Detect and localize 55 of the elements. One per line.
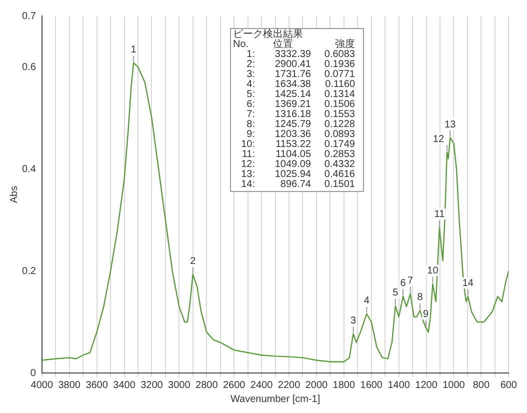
text: 14: 896.74 0.1501 xyxy=(241,179,355,190)
annotation: 12 xyxy=(432,134,444,145)
x-tick-label: 2800 xyxy=(196,380,218,391)
text: 2: 2900.41 0.1936 xyxy=(246,59,355,70)
x-tick-label: 2200 xyxy=(278,380,301,391)
y-axis-title: Abs xyxy=(8,186,20,204)
text: 9: 1203.36 0.0893 xyxy=(246,129,355,140)
y-tick-label: 0.6 xyxy=(22,62,36,73)
x-tick-label: 4000 xyxy=(30,380,54,391)
x-tick-label: 1600 xyxy=(360,380,383,391)
annotation: 5 xyxy=(392,288,399,299)
text: 5: 1425.14 0.1314 xyxy=(246,89,355,100)
y-tick-label: 0.4 xyxy=(22,164,36,175)
x-tick-label: 800 xyxy=(472,380,490,391)
y-tick-label: 0.2 xyxy=(22,266,36,277)
annotation: 10 xyxy=(427,266,439,277)
text: 12: 1049.09 0.4332 xyxy=(241,159,355,170)
x-tick-label: 1200 xyxy=(415,380,438,391)
y-tick-label: 0.7 xyxy=(22,10,36,22)
annotation: 1 xyxy=(130,44,137,56)
x-tick-label: 3200 xyxy=(140,380,164,391)
x-tick-label: 1400 xyxy=(388,380,410,391)
x-tick-label: 1800 xyxy=(332,380,356,391)
text: 8: 1245.79 0.1228 xyxy=(246,119,355,130)
x-tick-label: 3800 xyxy=(58,380,81,391)
annotation: 9 xyxy=(423,309,430,320)
annotation: ピーク検出結果 xyxy=(233,29,304,40)
annotation: 8 xyxy=(417,292,424,304)
text: 7: 1316.18 0.1553 xyxy=(246,109,355,120)
x-tick-label: 3000 xyxy=(168,380,191,391)
x-tick-label: 3400 xyxy=(113,380,136,391)
x-tick-label: 2000 xyxy=(305,380,328,391)
x-tick-label: 600 xyxy=(500,380,518,391)
annotation: 11 xyxy=(434,209,446,220)
annotation: 3 xyxy=(350,315,357,326)
text: 4: 1634.38 0.1160 xyxy=(246,79,355,90)
annotation: 6 xyxy=(400,278,406,289)
x-axis-title: Wavenumber [cm-1] xyxy=(230,394,320,405)
x-tick-label: 2600 xyxy=(222,380,246,391)
text: 1: 3332.39 0.6083 xyxy=(246,49,355,60)
annotation: 14 xyxy=(462,278,474,290)
annotation: 13 xyxy=(444,119,456,130)
text: 3: 1731.76 0.0771 xyxy=(246,69,355,80)
y-tick-label: 0 xyxy=(30,368,36,379)
text: 10: 1153.22 0.1749 xyxy=(241,139,355,150)
text: 6: 1369.21 0.1506 xyxy=(246,99,355,110)
x-tick-label: 1000 xyxy=(442,380,466,391)
text: 11: 1104.05 0.2853 xyxy=(242,149,355,160)
text: No. 位置 強度 xyxy=(233,39,355,50)
x-tick-label: 2400 xyxy=(250,380,274,391)
annotation: 7 xyxy=(408,276,414,287)
annotation: 2 xyxy=(190,256,196,268)
text: 13: 1025.94 0.4616 xyxy=(241,169,355,180)
x-tick-label: 3600 xyxy=(86,380,108,391)
annotation: 4 xyxy=(364,296,370,307)
